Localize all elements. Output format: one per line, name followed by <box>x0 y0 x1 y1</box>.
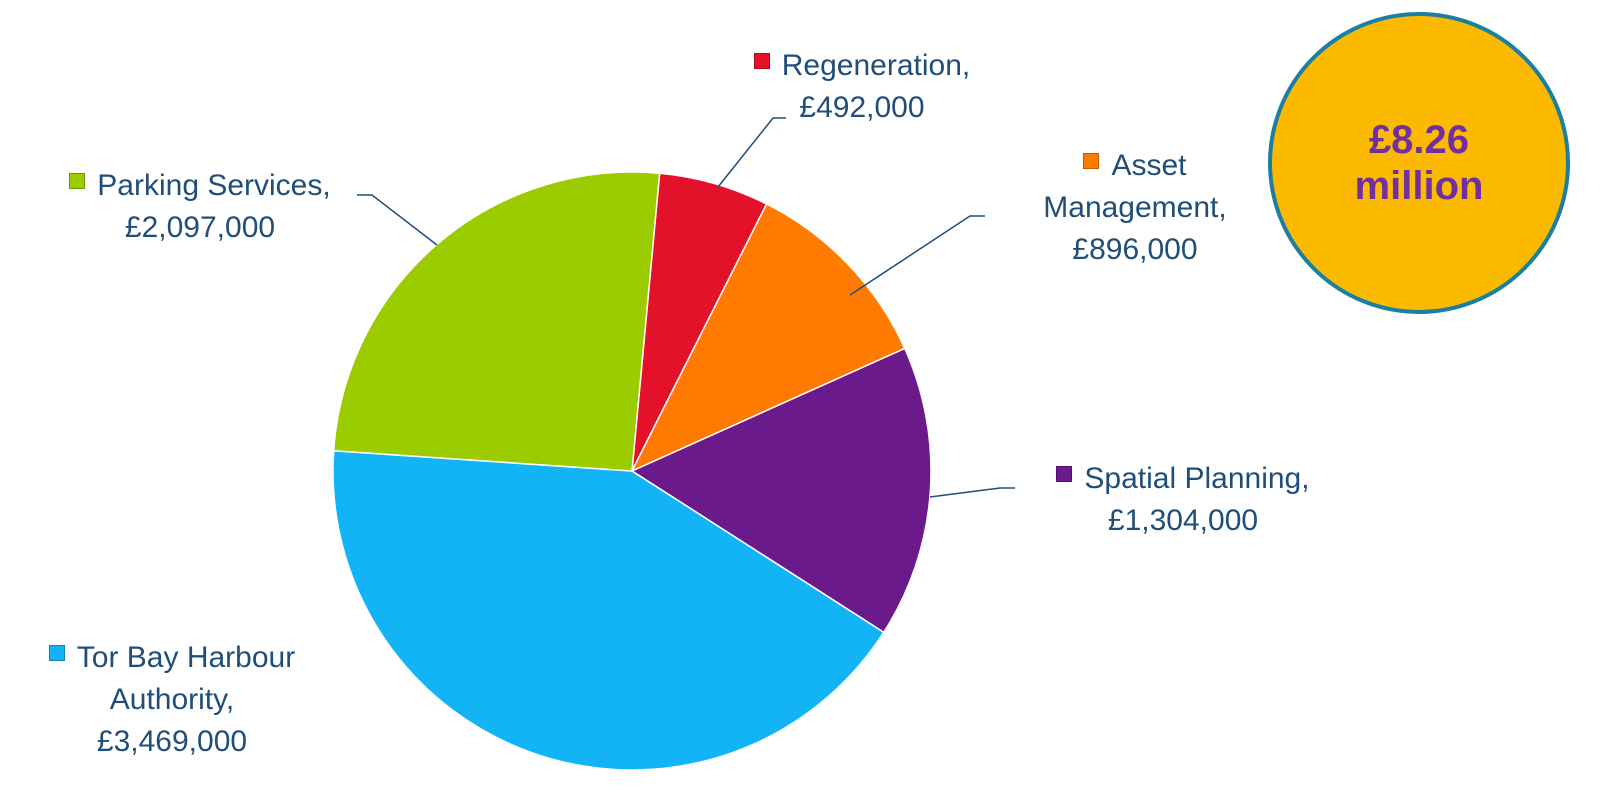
category-label: Asset Management, <box>1043 149 1227 224</box>
value-label: £1,304,000 <box>1107 504 1259 537</box>
data-label: Tor Bay Harbour Authority, £3,469,000 <box>7 637 337 763</box>
data-label: Parking Services, £2,097,000 <box>30 165 370 249</box>
value-label: £492,000 <box>799 91 925 124</box>
category-label: Regeneration, <box>781 49 971 82</box>
total-amount: £8.26 <box>1368 118 1470 162</box>
label-name-line: Regeneration, <box>722 45 1002 87</box>
total-badge: £8.26 million <box>1268 12 1570 314</box>
legend-swatch <box>69 173 86 189</box>
leader-line <box>929 487 1015 498</box>
data-label: Regeneration, £492,000 <box>722 45 1002 129</box>
data-label: Asset Management, £896,000 <box>1010 145 1260 271</box>
leader-line <box>849 215 985 296</box>
legend-swatch <box>753 53 770 69</box>
pie-slice <box>332 171 661 472</box>
category-label: Parking Services, <box>97 169 331 202</box>
value-label: £896,000 <box>1072 233 1198 266</box>
total-unit: million <box>1354 164 1484 208</box>
category-label: Tor Bay Harbour Authority, <box>76 641 296 716</box>
category-label: Spatial Planning, <box>1084 462 1310 495</box>
legend-swatch <box>1056 466 1073 482</box>
legend-swatch <box>1083 153 1100 169</box>
label-name-line: Parking Services, <box>30 165 370 207</box>
pie-slice <box>332 449 885 771</box>
label-name-line: Tor Bay Harbour Authority, <box>7 637 337 721</box>
legend-swatch <box>48 645 65 661</box>
pie-slice <box>630 202 906 473</box>
value-label: £2,097,000 <box>124 211 276 244</box>
pie-slice <box>630 347 932 634</box>
leader-line <box>717 117 786 188</box>
leader-line <box>357 194 438 246</box>
data-label: Spatial Planning, £1,304,000 <box>1023 458 1343 542</box>
label-name-line: Asset Management, <box>1010 145 1260 229</box>
value-label: £3,469,000 <box>96 725 248 758</box>
label-name-line: Spatial Planning, <box>1023 458 1343 500</box>
